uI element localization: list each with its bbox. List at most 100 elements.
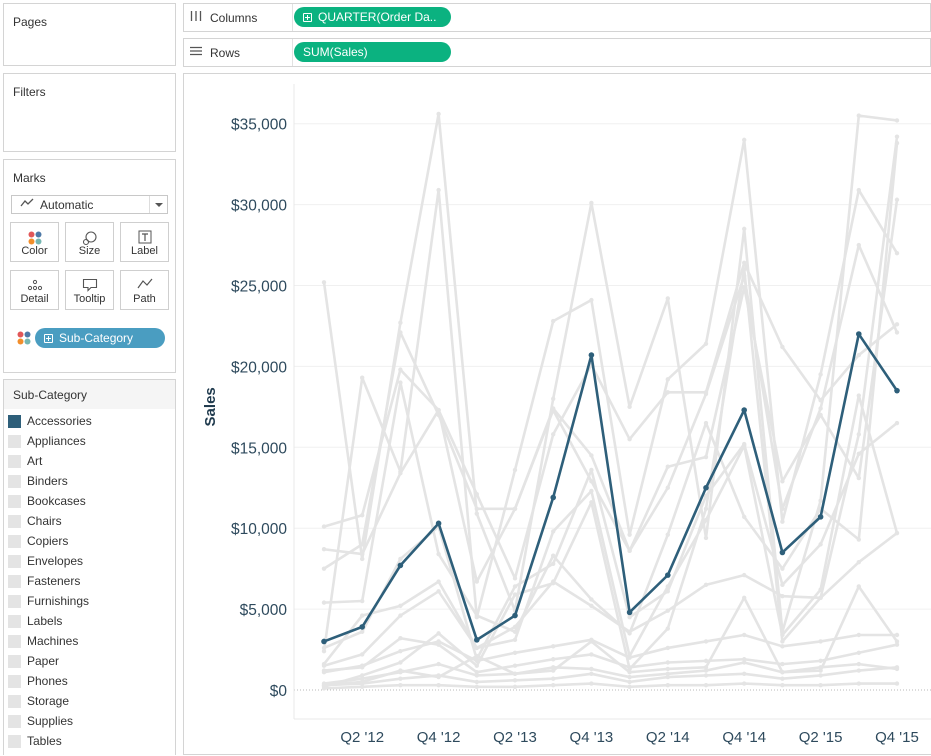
data-point [321,524,327,529]
size-label: Size [78,245,101,257]
data-point [665,671,670,677]
data-point [742,572,747,578]
chevron-down-icon[interactable] [149,196,167,213]
legend-label: Art [27,454,43,468]
legend-item[interactable]: Bookcases [8,492,86,510]
data-point [321,566,327,571]
mark-type-dropdown[interactable]: Automatic [11,195,168,214]
legend-item[interactable]: Tables [8,732,62,750]
y-tick-label: $20,000 [231,359,287,376]
data-point [589,652,594,657]
data-point [665,296,670,301]
legend-label: Tables [27,734,62,748]
legend-item[interactable]: Chairs [8,512,62,530]
data-point [665,464,670,469]
detail-button[interactable]: Detail [10,270,59,310]
x-tick-label: Q2 '13 [493,729,537,746]
legend-item[interactable]: Paper [8,652,59,670]
data-point [436,674,441,680]
sum-sales-pill[interactable]: SUM(Sales) [294,42,451,62]
rows-icon [190,46,202,59]
rows-shelf[interactable]: Rows SUM(Sales) [183,38,931,67]
data-point [703,506,709,511]
legend-header [4,380,175,409]
legend-item[interactable]: Storage [8,692,69,710]
data-point [665,390,670,395]
data-point [474,673,479,678]
filters-title: Filters [13,85,46,99]
data-point [398,660,403,665]
data-point [894,134,900,139]
size-button[interactable]: Size [65,222,114,262]
y-tick-label: $5,000 [240,602,288,619]
columns-shelf[interactable]: Columns QUARTER(Order Da.. [183,3,931,32]
data-point [321,547,327,552]
y-axis-title: Sales [202,387,219,426]
data-point [894,118,900,123]
legend-item[interactable]: Machines [8,632,78,650]
data-point [512,584,518,589]
expand-icon[interactable] [44,333,53,343]
data-point [742,595,747,600]
data-point [703,668,709,673]
rows-label: Rows [210,45,241,60]
series-line [323,585,899,687]
data-point [742,226,747,232]
legend-item[interactable]: Accessories [8,412,92,430]
data-point [436,551,441,557]
data-point [551,318,556,324]
path-button[interactable]: Path [120,270,169,310]
legend-item[interactable]: Appliances [8,432,86,450]
filters-card[interactable]: Filters [3,73,176,152]
line-chart[interactable]: $0 $5,000 $10,000 $15,000 $20,000 $25,000 $30,… [184,74,931,756]
legend-item[interactable]: Furnishings [8,592,89,610]
data-point [474,653,479,659]
data-point [779,549,786,556]
data-point [436,407,441,413]
expand-icon[interactable] [303,12,312,22]
data-point [589,467,594,473]
legend-item[interactable]: Binders [8,472,68,490]
legend-title: Sub-Category [13,388,88,402]
legend-item[interactable]: Supplies [8,712,73,730]
tooltip-button[interactable]: Tooltip [65,270,114,310]
data-point [894,322,900,327]
data-point [856,393,861,398]
data-point [435,520,442,527]
data-point [551,579,556,584]
legend-label: Accessories [27,414,92,428]
data-point [894,420,900,426]
data-point [398,613,403,618]
data-point [474,658,479,664]
legend-item[interactable]: Art [8,452,42,470]
color-button[interactable]: Color [10,222,59,262]
legend-label: Supplies [27,714,74,728]
series-line [323,199,899,570]
x-tick-label: Q2 '12 [340,729,384,746]
label-button[interactable]: Label [120,222,169,262]
x-tick-label: Q2 '14 [646,729,690,746]
data-point [360,598,365,604]
data-point [436,682,441,688]
legend-item[interactable]: Phones [8,672,68,690]
data-point [321,648,327,654]
sub-category-pill[interactable]: Sub-Category [35,328,165,348]
data-point [360,663,365,668]
data-point [474,637,480,643]
legend-item[interactable]: Labels [8,612,62,630]
data-point [589,500,594,505]
series-line [323,142,899,635]
data-point [665,532,670,537]
pages-card[interactable]: Pages [3,3,176,66]
data-point [894,665,900,670]
legend-item[interactable]: Envelopes [8,552,83,570]
legend-item[interactable]: Fasteners [8,572,80,590]
data-point [360,375,365,380]
viz-area[interactable]: $0 $5,000 $10,000 $15,000 $20,000 $25,000 $30,… [183,73,931,755]
data-point [551,553,556,558]
data-point [512,650,518,655]
legend-swatch [8,534,21,548]
legend-item[interactable]: Copiers [8,532,68,550]
data-point [627,437,632,442]
quarter-order-date-pill[interactable]: QUARTER(Order Da.. [294,7,451,27]
